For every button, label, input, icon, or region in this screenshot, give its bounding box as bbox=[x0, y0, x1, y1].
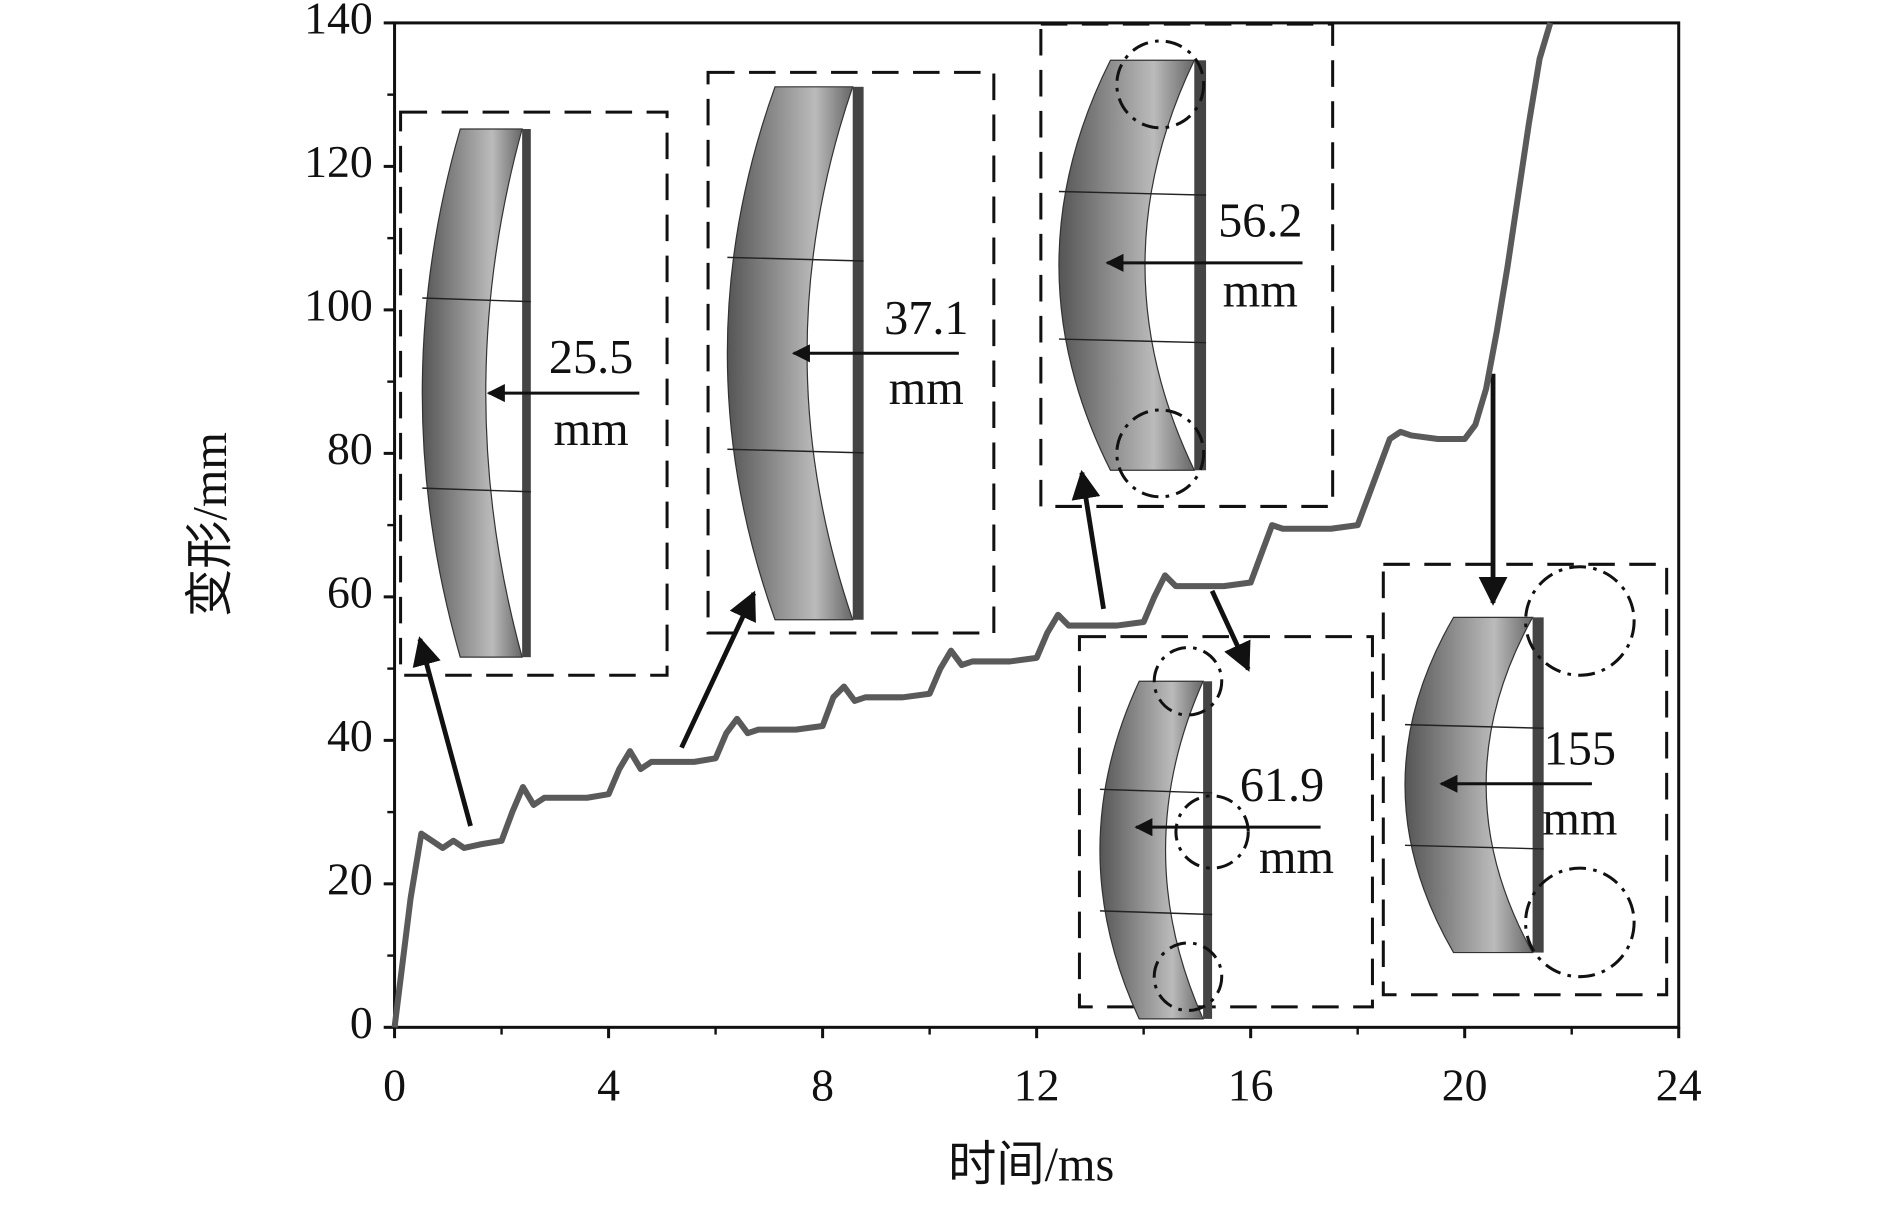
x-tick-label: 12 bbox=[1014, 1060, 1060, 1111]
failure-mark bbox=[1152, 941, 1224, 1012]
specimen-edge bbox=[1203, 681, 1213, 1019]
y-tick-label: 120 bbox=[304, 136, 373, 187]
crack bbox=[1404, 844, 1544, 850]
annotation-unit: mm bbox=[1542, 793, 1617, 846]
crack bbox=[1058, 338, 1207, 344]
inset-frame bbox=[1077, 635, 1374, 1009]
annotation-value: 37.1 bbox=[884, 292, 968, 345]
crack bbox=[422, 297, 531, 303]
x-tick-label: 20 bbox=[1442, 1060, 1488, 1111]
failure-mark bbox=[1524, 565, 1636, 677]
failure-mark bbox=[1115, 408, 1206, 499]
y-tick-label: 0 bbox=[350, 997, 373, 1048]
annotation-value: 56.2 bbox=[1218, 195, 1302, 248]
inset-frame bbox=[706, 70, 996, 635]
pointer-arrow bbox=[679, 590, 757, 749]
x-axis-label: 时间/ms bbox=[948, 1139, 1114, 1192]
x-tick-label: 0 bbox=[383, 1060, 406, 1111]
annotation-value: 61.9 bbox=[1240, 759, 1324, 812]
annotation-unit: mm bbox=[1259, 831, 1334, 884]
crack bbox=[1058, 190, 1207, 196]
y-tick-label: 100 bbox=[304, 279, 373, 330]
crack bbox=[1099, 788, 1213, 794]
x-tick-label: 8 bbox=[811, 1060, 834, 1111]
specimen bbox=[726, 86, 854, 621]
failure-mark bbox=[1115, 39, 1206, 130]
x-tick-label: 24 bbox=[1656, 1060, 1702, 1111]
annotation-value: 25.5 bbox=[549, 331, 633, 384]
crack bbox=[1404, 723, 1544, 729]
plot-frame bbox=[393, 21, 1681, 1029]
specimen bbox=[421, 128, 523, 658]
crack bbox=[1099, 910, 1213, 916]
y-tick-label: 20 bbox=[327, 853, 373, 904]
annotation-unit: mm bbox=[889, 362, 964, 415]
pointer-arrow bbox=[412, 636, 473, 827]
y-tick-label: 140 bbox=[304, 0, 373, 43]
specimen bbox=[1099, 680, 1205, 1020]
failure-mark bbox=[1524, 866, 1636, 979]
crack bbox=[422, 487, 531, 493]
pointer-arrow bbox=[1071, 469, 1106, 610]
annotation-unit: mm bbox=[1223, 264, 1298, 317]
annotation-unit: mm bbox=[554, 403, 629, 456]
inset-frame bbox=[399, 110, 669, 677]
x-tick-label: 4 bbox=[597, 1060, 620, 1111]
crack bbox=[727, 448, 864, 454]
failure-mark bbox=[1152, 646, 1224, 717]
x-tick-label: 16 bbox=[1228, 1060, 1274, 1111]
y-tick-label: 60 bbox=[327, 566, 373, 617]
specimen-edge bbox=[1194, 60, 1207, 471]
y-axis-label: 变形/mm bbox=[184, 432, 237, 617]
pointer-arrow bbox=[1209, 589, 1251, 672]
crack bbox=[727, 256, 864, 262]
annotation-value: 155 bbox=[1544, 723, 1616, 776]
y-tick-label: 80 bbox=[327, 423, 373, 474]
failure-mark bbox=[1174, 794, 1250, 870]
data-line bbox=[391, 22, 1554, 1028]
inset-frame bbox=[1381, 562, 1669, 997]
specimen bbox=[1058, 59, 1196, 471]
insets: 25.5 mm 37.1 mm 56.2 mm 61.9 mm 155 mm bbox=[399, 22, 1669, 1020]
y-tick-label: 40 bbox=[327, 710, 373, 761]
